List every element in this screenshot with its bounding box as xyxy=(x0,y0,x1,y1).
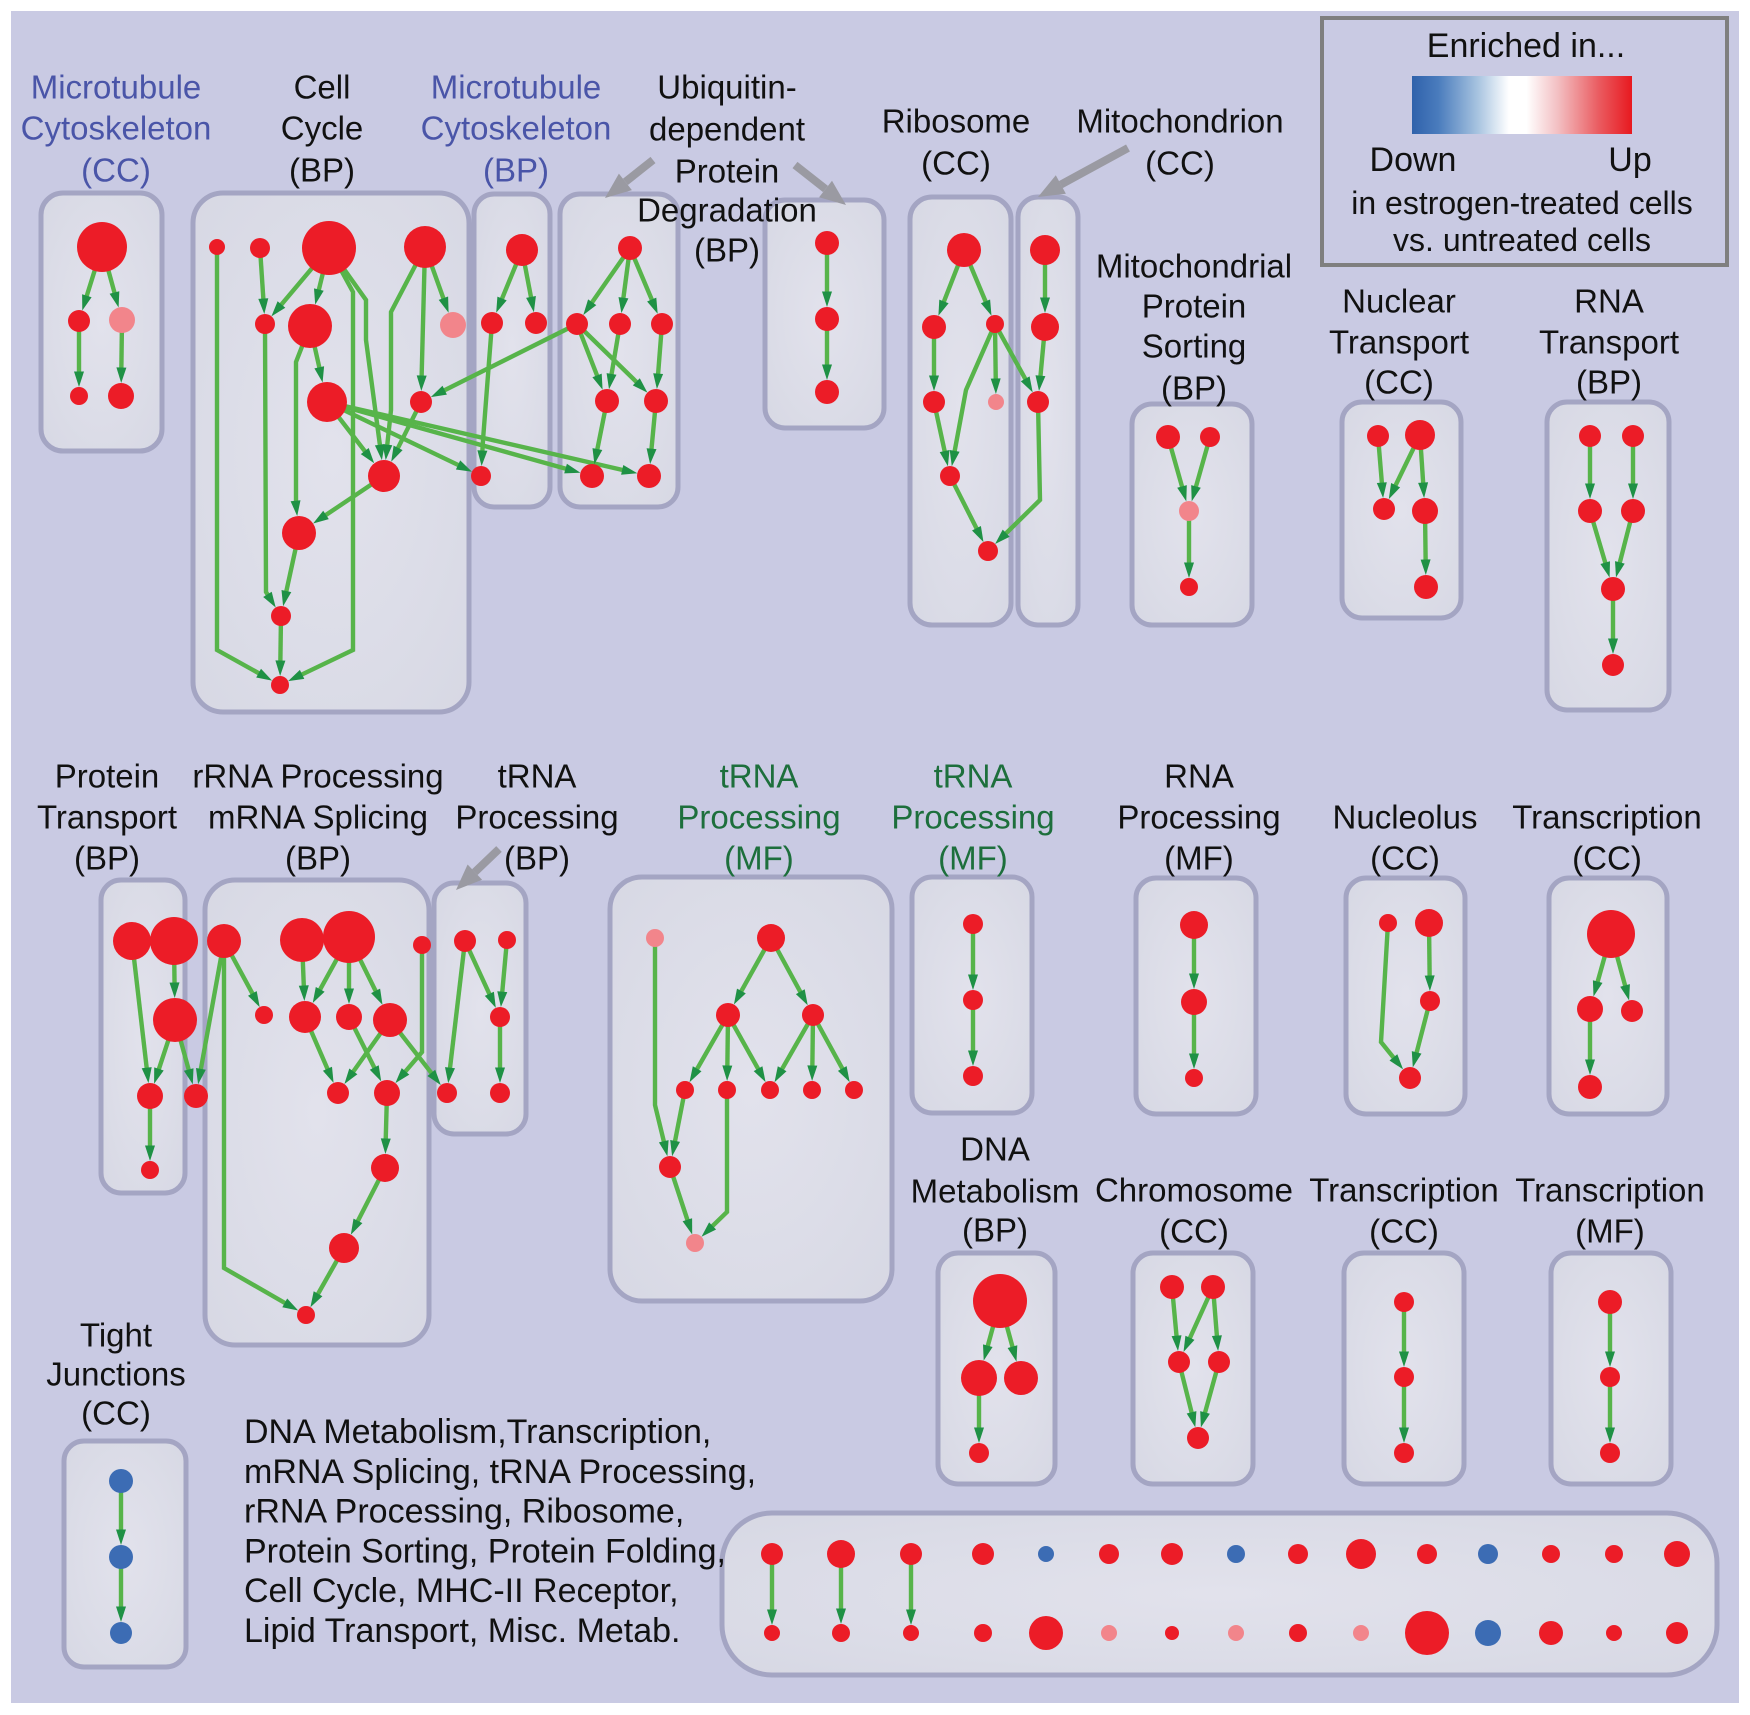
svg-text:Transport: Transport xyxy=(1329,324,1469,361)
svg-text:mRNA Splicing, tRNA Processing: mRNA Splicing, tRNA Processing, xyxy=(244,1453,756,1491)
svg-text:Transport: Transport xyxy=(1539,324,1679,361)
svg-text:(BP): (BP) xyxy=(285,840,351,877)
svg-text:tRNA: tRNA xyxy=(720,758,799,795)
svg-text:tRNA: tRNA xyxy=(498,758,577,795)
svg-text:(CC): (CC) xyxy=(1364,364,1434,401)
svg-text:Mitochondrial: Mitochondrial xyxy=(1096,248,1292,285)
svg-text:(MF): (MF) xyxy=(724,840,794,877)
svg-text:Protein: Protein xyxy=(1142,288,1247,325)
svg-text:(MF): (MF) xyxy=(938,840,1008,877)
svg-text:Tight: Tight xyxy=(80,1317,152,1354)
svg-text:Cytoskeleton: Cytoskeleton xyxy=(421,110,612,147)
svg-text:DNA: DNA xyxy=(960,1131,1030,1168)
svg-text:Ribosome: Ribosome xyxy=(882,103,1031,140)
svg-text:Processing: Processing xyxy=(677,799,840,836)
svg-text:rRNA Processing: rRNA Processing xyxy=(192,758,443,795)
svg-text:Processing: Processing xyxy=(455,799,618,836)
svg-text:(CC): (CC) xyxy=(1572,840,1642,877)
svg-text:Mitochondrion: Mitochondrion xyxy=(1076,103,1283,140)
svg-text:Degradation: Degradation xyxy=(637,192,817,229)
svg-text:Cell Cycle, MHC-II Receptor,: Cell Cycle, MHC-II Receptor, xyxy=(244,1572,679,1610)
svg-text:Protein: Protein xyxy=(55,758,160,795)
svg-text:Chromosome: Chromosome xyxy=(1095,1172,1293,1209)
svg-text:(BP): (BP) xyxy=(1161,370,1227,407)
svg-text:Lipid Transport, Misc. Metab.: Lipid Transport, Misc. Metab. xyxy=(244,1612,681,1650)
svg-text:Processing: Processing xyxy=(1117,799,1280,836)
svg-text:dependent: dependent xyxy=(649,111,805,148)
svg-text:Transcription: Transcription xyxy=(1309,1172,1499,1209)
svg-text:rRNA Processing, Ribosome,: rRNA Processing, Ribosome, xyxy=(244,1493,684,1531)
svg-text:(BP): (BP) xyxy=(962,1212,1028,1249)
svg-text:Transcription: Transcription xyxy=(1512,799,1702,836)
svg-text:(MF): (MF) xyxy=(1164,840,1234,877)
svg-text:in estrogen-treated cells: in estrogen-treated cells xyxy=(1351,185,1693,221)
svg-text:(CC): (CC) xyxy=(921,145,991,182)
svg-text:Protein Sorting, Protein Foldi: Protein Sorting, Protein Folding, xyxy=(244,1532,726,1570)
svg-text:(BP): (BP) xyxy=(694,232,760,269)
svg-text:Nucleolus: Nucleolus xyxy=(1333,799,1478,836)
svg-text:Nuclear: Nuclear xyxy=(1342,283,1456,320)
svg-text:Up: Up xyxy=(1608,141,1651,179)
svg-text:RNA: RNA xyxy=(1574,283,1644,320)
svg-text:(BP): (BP) xyxy=(74,840,140,877)
svg-text:RNA: RNA xyxy=(1164,758,1234,795)
svg-text:vs. untreated cells: vs. untreated cells xyxy=(1393,222,1651,258)
svg-text:mRNA Splicing: mRNA Splicing xyxy=(208,799,428,836)
svg-text:(BP): (BP) xyxy=(504,840,570,877)
svg-text:Ubiquitin-: Ubiquitin- xyxy=(657,69,796,106)
svg-text:Enriched in...: Enriched in... xyxy=(1427,27,1625,65)
svg-text:DNA Metabolism,Transcription,: DNA Metabolism,Transcription, xyxy=(244,1413,711,1451)
svg-text:(CC): (CC) xyxy=(1370,840,1440,877)
svg-text:(MF): (MF) xyxy=(1575,1213,1645,1250)
svg-text:Cycle: Cycle xyxy=(281,110,364,147)
svg-text:Transcription: Transcription xyxy=(1515,1172,1705,1209)
svg-text:Microtubule: Microtubule xyxy=(431,69,602,106)
svg-text:Junctions: Junctions xyxy=(46,1356,185,1393)
svg-text:Cytoskeleton: Cytoskeleton xyxy=(21,110,212,147)
svg-text:Cell: Cell xyxy=(294,69,351,106)
svg-text:(CC): (CC) xyxy=(81,152,151,189)
svg-text:(BP): (BP) xyxy=(289,152,355,189)
svg-text:Transport: Transport xyxy=(37,799,177,836)
svg-text:(BP): (BP) xyxy=(483,152,549,189)
svg-text:Processing: Processing xyxy=(891,799,1054,836)
svg-text:(CC): (CC) xyxy=(1159,1213,1229,1250)
svg-text:(CC): (CC) xyxy=(1145,145,1215,182)
svg-text:Metabolism: Metabolism xyxy=(911,1173,1080,1210)
svg-text:tRNA: tRNA xyxy=(934,758,1013,795)
svg-text:(CC): (CC) xyxy=(81,1395,151,1432)
svg-text:Protein: Protein xyxy=(675,153,780,190)
svg-text:Down: Down xyxy=(1370,141,1457,179)
svg-text:Sorting: Sorting xyxy=(1142,328,1247,365)
svg-text:(CC): (CC) xyxy=(1369,1213,1439,1250)
svg-text:Microtubule: Microtubule xyxy=(31,69,202,106)
svg-text:(BP): (BP) xyxy=(1576,364,1642,401)
